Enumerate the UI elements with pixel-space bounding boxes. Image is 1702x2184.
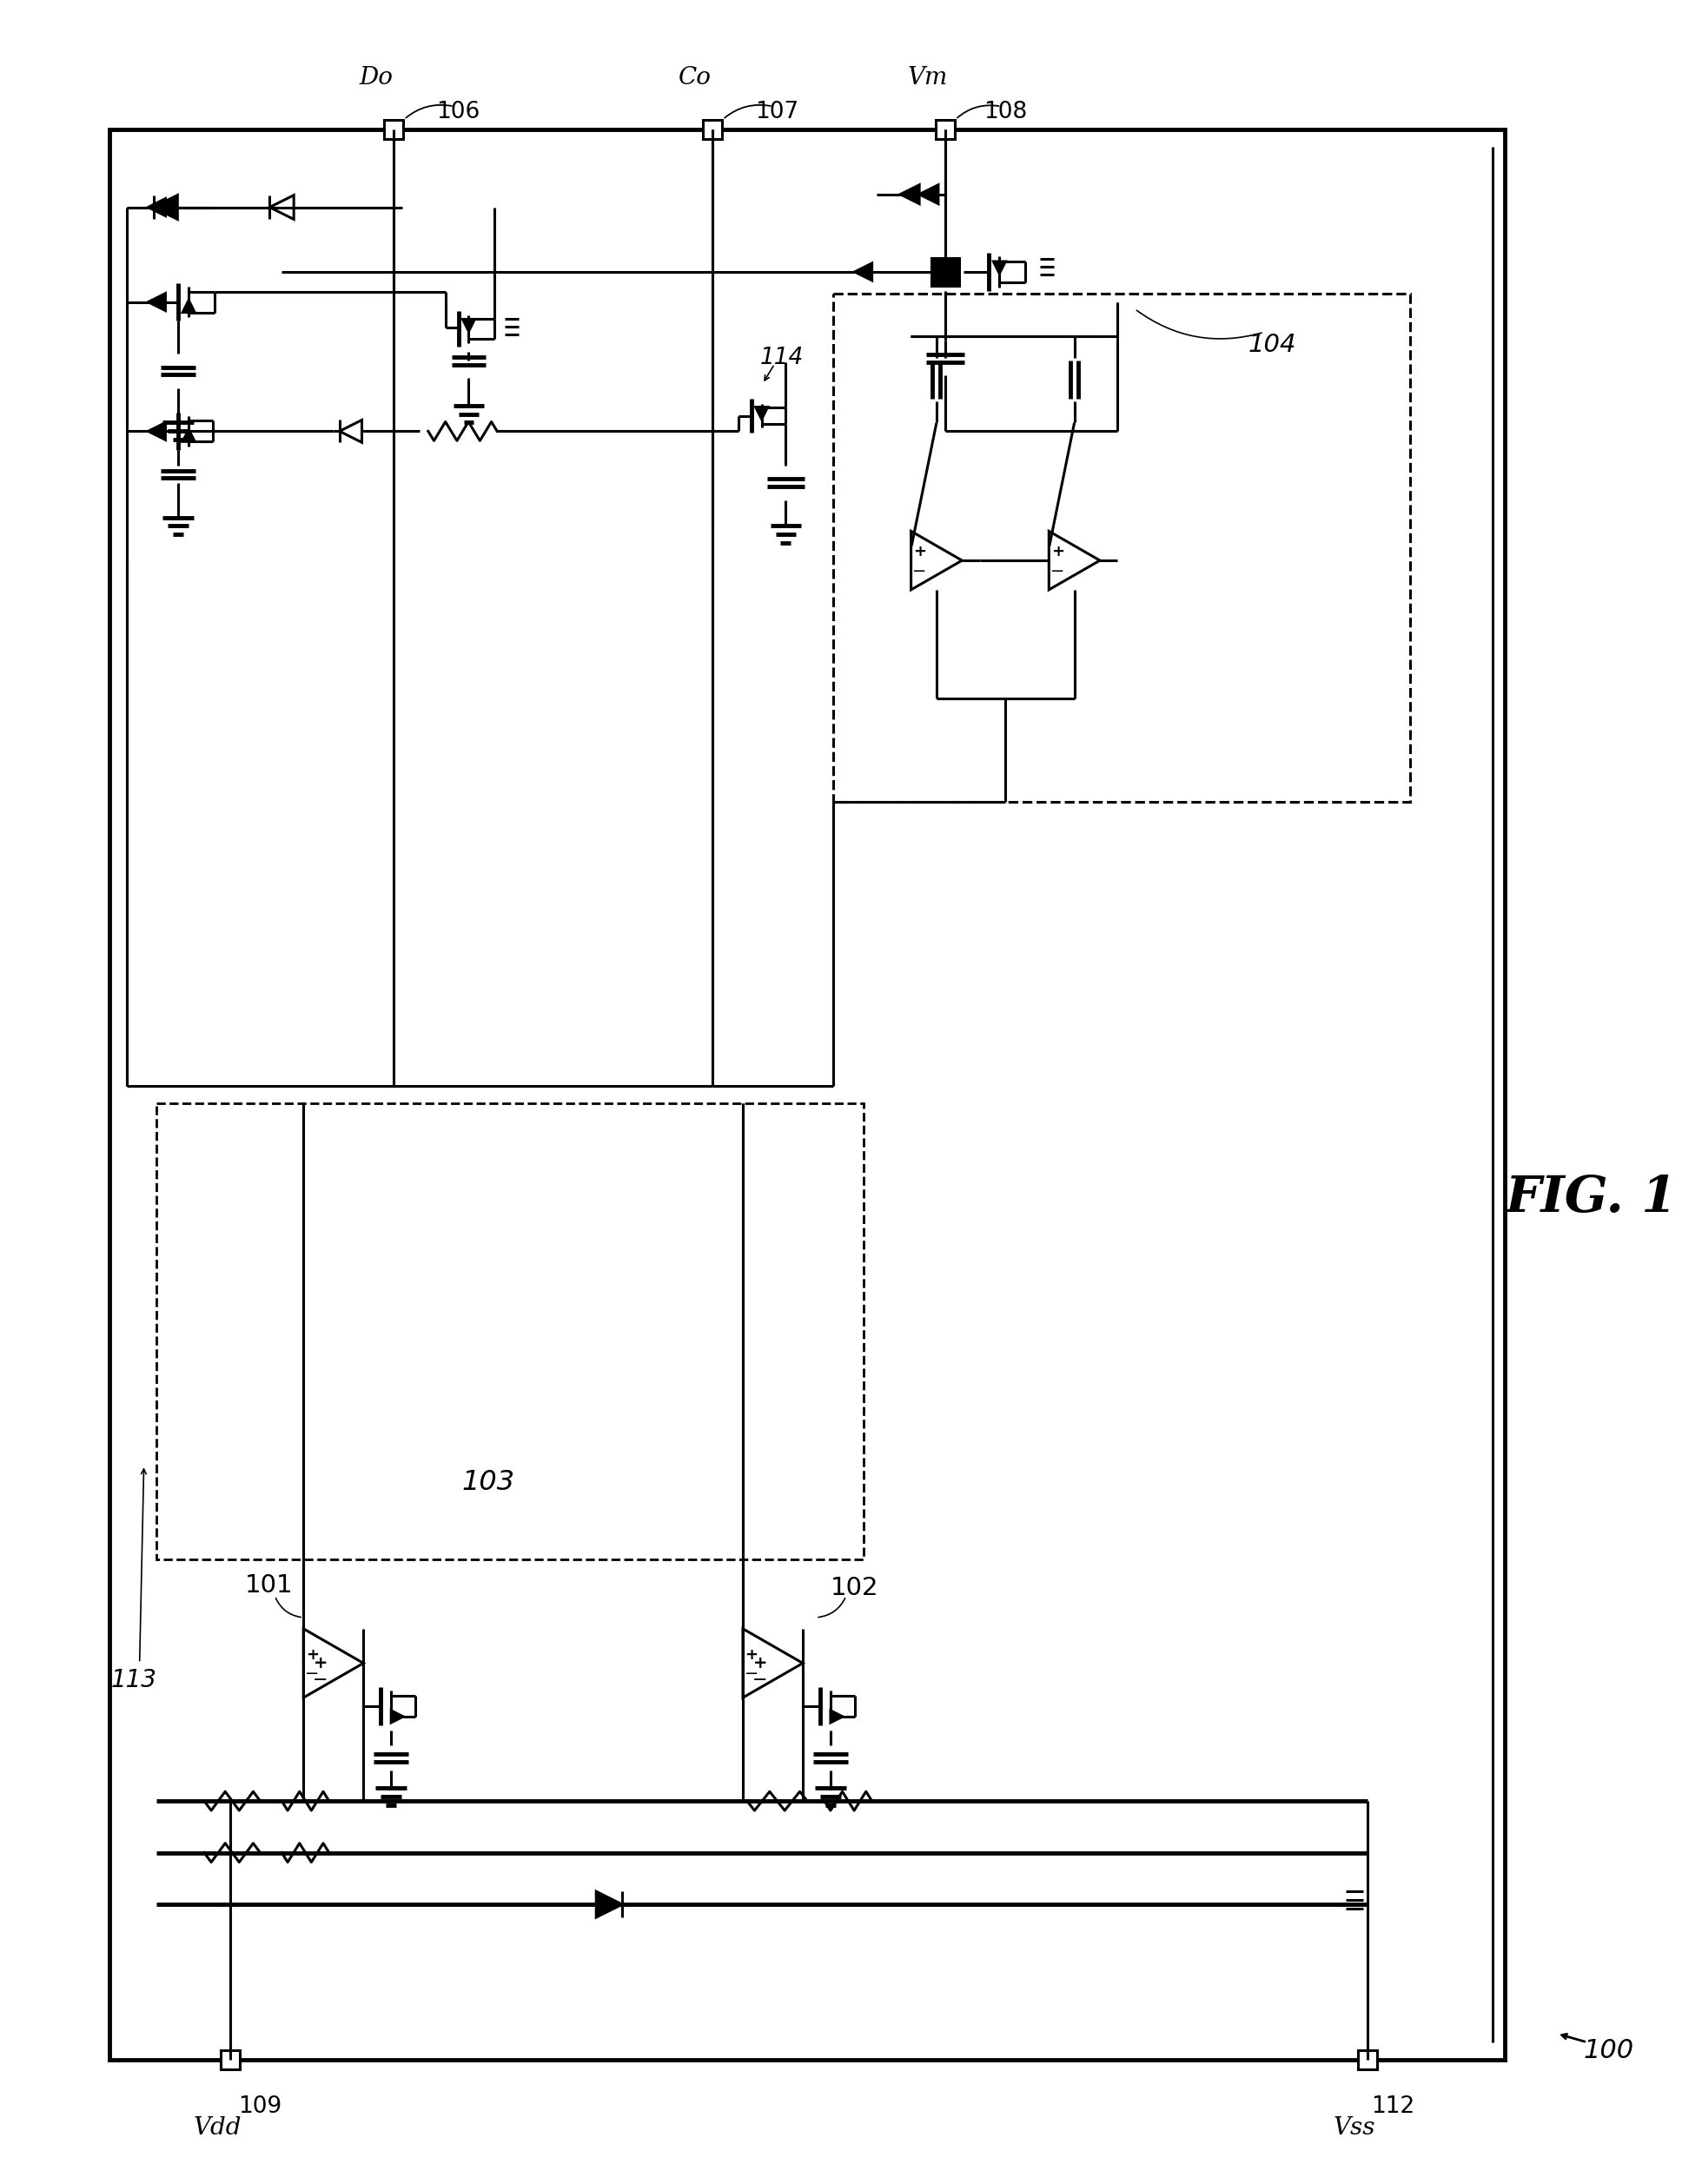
Text: 108: 108 [984,100,1028,124]
Polygon shape [182,299,194,312]
Text: +: + [306,1647,318,1662]
Polygon shape [339,419,363,443]
Text: Vss: Vss [1333,2116,1375,2140]
Text: Vm: Vm [907,66,948,90]
Polygon shape [269,194,294,218]
Text: +: + [313,1655,328,1671]
Polygon shape [303,1629,364,1697]
Bar [385,120,403,140]
Text: 109: 109 [238,2097,283,2118]
Text: +: + [752,1655,768,1671]
Polygon shape [148,199,165,216]
Text: 104: 104 [1249,332,1297,358]
Text: 107: 107 [756,100,798,124]
Bar [931,258,958,286]
Bar [1358,2051,1377,2068]
Text: −: − [1050,563,1065,579]
Polygon shape [742,1629,803,1697]
Text: −: − [744,1664,759,1682]
Polygon shape [1048,531,1099,590]
Text: −: − [305,1664,320,1682]
Text: −: − [912,563,928,579]
Text: +: + [745,1647,757,1662]
Text: Vdd: Vdd [192,2116,242,2140]
Polygon shape [463,319,475,332]
Bar [109,129,1505,2060]
Text: −: − [313,1671,328,1688]
Text: −: − [752,1671,768,1688]
Text: 101: 101 [245,1572,293,1599]
Bar [834,293,1411,802]
Text: Co: Co [679,66,711,90]
Polygon shape [831,1710,842,1723]
Polygon shape [756,406,768,419]
Polygon shape [919,186,938,203]
Bar [157,1103,863,1559]
Text: Do: Do [359,66,393,90]
Polygon shape [148,424,165,439]
Text: +: + [1052,544,1064,559]
Polygon shape [900,186,919,203]
Polygon shape [153,194,177,218]
Polygon shape [994,262,1006,273]
Text: 103: 103 [461,1470,516,1496]
Polygon shape [596,1891,621,1918]
Text: 106: 106 [436,100,480,124]
Text: 100: 100 [1583,2038,1634,2064]
Bar [221,2051,240,2068]
Text: 102: 102 [831,1577,878,1601]
Polygon shape [911,531,962,590]
Bar [703,120,722,140]
Text: FIG. 1: FIG. 1 [1505,1173,1676,1223]
Text: 112: 112 [1372,2097,1414,2118]
Polygon shape [854,264,871,280]
Text: 114: 114 [759,347,803,369]
Polygon shape [391,1710,403,1723]
Polygon shape [148,293,165,310]
Text: +: + [914,544,926,559]
Polygon shape [182,430,194,441]
Text: 113: 113 [111,1669,157,1693]
Bar [936,120,955,140]
